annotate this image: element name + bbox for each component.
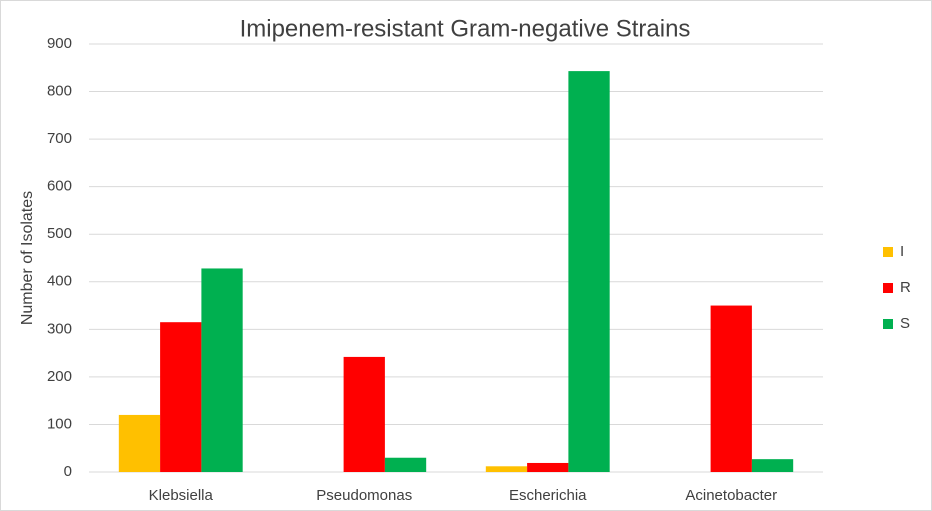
bar bbox=[485, 466, 528, 472]
bar bbox=[343, 356, 385, 472]
y-tick-label: 200 bbox=[47, 368, 72, 385]
x-tick-label: Pseudomonas bbox=[316, 487, 412, 504]
bar bbox=[160, 322, 202, 472]
y-axis-title: Number of Isolates bbox=[19, 191, 36, 325]
y-tick-label: 0 bbox=[64, 463, 72, 480]
y-tick-label: 700 bbox=[47, 130, 72, 147]
x-tick-label: Acinetobacter bbox=[685, 487, 777, 504]
bar bbox=[118, 414, 161, 472]
legend-swatch bbox=[883, 319, 893, 329]
y-tick-label: 400 bbox=[47, 273, 72, 290]
bar bbox=[751, 459, 794, 472]
y-tick-label: 800 bbox=[47, 83, 72, 100]
legend-swatch bbox=[883, 283, 893, 293]
legend-label: I bbox=[900, 243, 904, 260]
bar bbox=[568, 71, 610, 473]
legend-label: S bbox=[900, 315, 910, 332]
y-tick-label: 900 bbox=[47, 35, 72, 52]
legend-swatch bbox=[883, 247, 893, 257]
bar bbox=[384, 457, 427, 472]
bar bbox=[201, 268, 243, 472]
chart-title: Imipenem-resistant Gram-negative Strains bbox=[240, 15, 691, 42]
y-tick-label: 300 bbox=[47, 320, 72, 337]
y-tick-label: 100 bbox=[47, 415, 72, 432]
x-tick-label: Klebsiella bbox=[149, 487, 214, 504]
bar bbox=[527, 462, 569, 472]
bar bbox=[710, 305, 752, 472]
y-tick-label: 500 bbox=[47, 225, 72, 242]
legend-label: R bbox=[900, 279, 911, 296]
y-tick-label: 600 bbox=[47, 178, 72, 195]
x-tick-label: Escherichia bbox=[509, 487, 587, 504]
